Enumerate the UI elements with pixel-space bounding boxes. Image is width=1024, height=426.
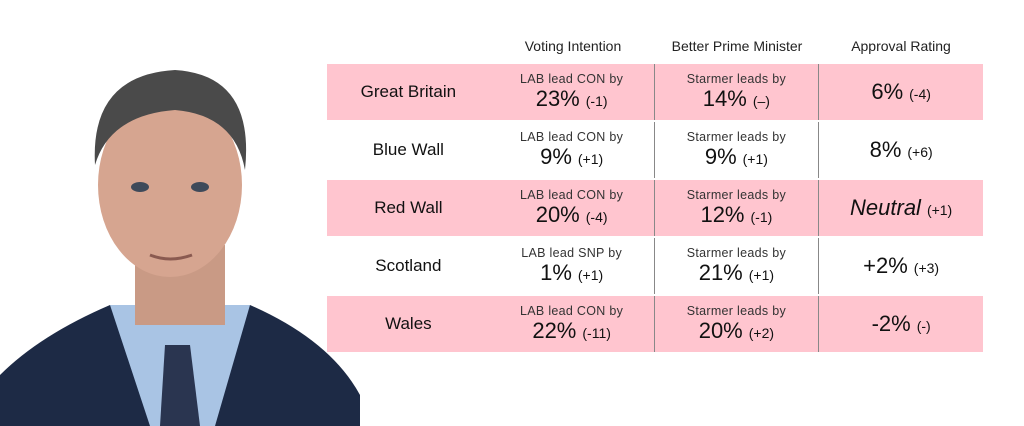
cell-value: 8%: [869, 137, 902, 162]
header-approval: Approval Rating: [851, 38, 951, 54]
cell-change: (+3): [913, 260, 940, 276]
polling-table: Great Britain LAB lead CON by 23% (-1) St…: [327, 64, 983, 354]
table-cell: 6% (-4): [818, 64, 983, 120]
cell-value: 20%: [698, 318, 743, 343]
table-cell: -2% (-): [818, 296, 983, 352]
table-row: Blue Wall LAB lead CON by 9% (+1) Starmer…: [327, 122, 983, 178]
cell-change: (-1): [585, 93, 608, 109]
table-cell: Starmer leads by 9% (+1): [653, 122, 819, 178]
table-row: Scotland LAB lead SNP by 1% (+1) Starmer …: [327, 238, 983, 294]
cell-label: LAB lead CON by: [520, 188, 624, 202]
cell-value: 22%: [532, 318, 577, 343]
table-cell: LAB lead CON by 9% (+1): [490, 122, 654, 178]
cell-label: Starmer leads by: [686, 304, 787, 318]
cell-value: 12%: [700, 202, 745, 227]
cell-change: (+1): [926, 202, 953, 218]
region-label: Red Wall: [374, 198, 443, 217]
cell-change: (-4): [909, 86, 931, 102]
cell-value: -2%: [871, 311, 911, 336]
portrait-photo: [0, 70, 360, 426]
cell-change: (+1): [748, 267, 775, 283]
cell-change: (-1): [750, 209, 773, 225]
region-label: Great Britain: [360, 82, 457, 101]
cell-label: LAB lead CON by: [520, 304, 624, 318]
cell-change: (–): [752, 93, 770, 109]
cell-change: (-4): [585, 209, 608, 225]
cell-label: LAB lead CON by: [520, 72, 624, 86]
cell-label: Starmer leads by: [686, 72, 787, 86]
table-cell: LAB lead SNP by 1% (+1): [490, 238, 654, 294]
cell-change: (+2): [748, 325, 775, 341]
table-row: Wales LAB lead CON by 22% (-11) Starmer l…: [327, 296, 983, 352]
table-cell: Starmer leads by 21% (+1): [653, 238, 819, 294]
cell-label: LAB lead CON by: [520, 130, 624, 144]
table-row: Great Britain LAB lead CON by 23% (-1) St…: [327, 64, 983, 120]
header-voting-intention: Voting Intention: [524, 38, 622, 54]
region-label: Blue Wall: [372, 140, 444, 159]
header-better-pm: Better Prime Minister: [671, 38, 803, 54]
table-row: Red Wall LAB lead CON by 20% (-4) Starmer…: [327, 180, 983, 236]
table-cell: Starmer leads by 14% (–): [653, 64, 819, 120]
region-label: Scotland: [375, 256, 442, 275]
cell-value: 6%: [871, 79, 904, 104]
cell-value: +2%: [863, 253, 908, 278]
cell-change: (+1): [577, 151, 604, 167]
table-cell: Neutral (+1): [818, 180, 983, 236]
table-cell: LAB lead CON by 23% (-1): [490, 64, 654, 120]
cell-value: 1%: [540, 260, 572, 285]
table-cell: Starmer leads by 20% (+2): [653, 296, 819, 352]
cell-value: 20%: [535, 202, 580, 227]
table-cell: Starmer leads by 12% (-1): [653, 180, 819, 236]
cell-change: (-11): [582, 325, 611, 341]
cell-value: 23%: [535, 86, 580, 111]
cell-value: Neutral: [850, 195, 921, 220]
cell-value: 9%: [704, 144, 737, 169]
cell-value: 14%: [702, 86, 747, 111]
cell-label: Starmer leads by: [686, 130, 787, 144]
cell-change: (-): [916, 318, 931, 334]
cell-value: 9%: [540, 144, 572, 169]
cell-change: (+6): [907, 144, 933, 160]
region-label: Wales: [385, 314, 432, 333]
cell-change: (+1): [742, 151, 768, 167]
cell-label: Starmer leads by: [686, 246, 787, 260]
cell-label: LAB lead SNP by: [521, 246, 623, 260]
cell-change: (+1): [577, 267, 604, 283]
table-cell: LAB lead CON by 20% (-4): [490, 180, 654, 236]
table-cell: LAB lead CON by 22% (-11): [490, 296, 654, 352]
cell-label: Starmer leads by: [686, 188, 787, 202]
table-cell: +2% (+3): [818, 238, 983, 294]
table-cell: 8% (+6): [818, 122, 983, 178]
cell-value: 21%: [698, 260, 743, 285]
